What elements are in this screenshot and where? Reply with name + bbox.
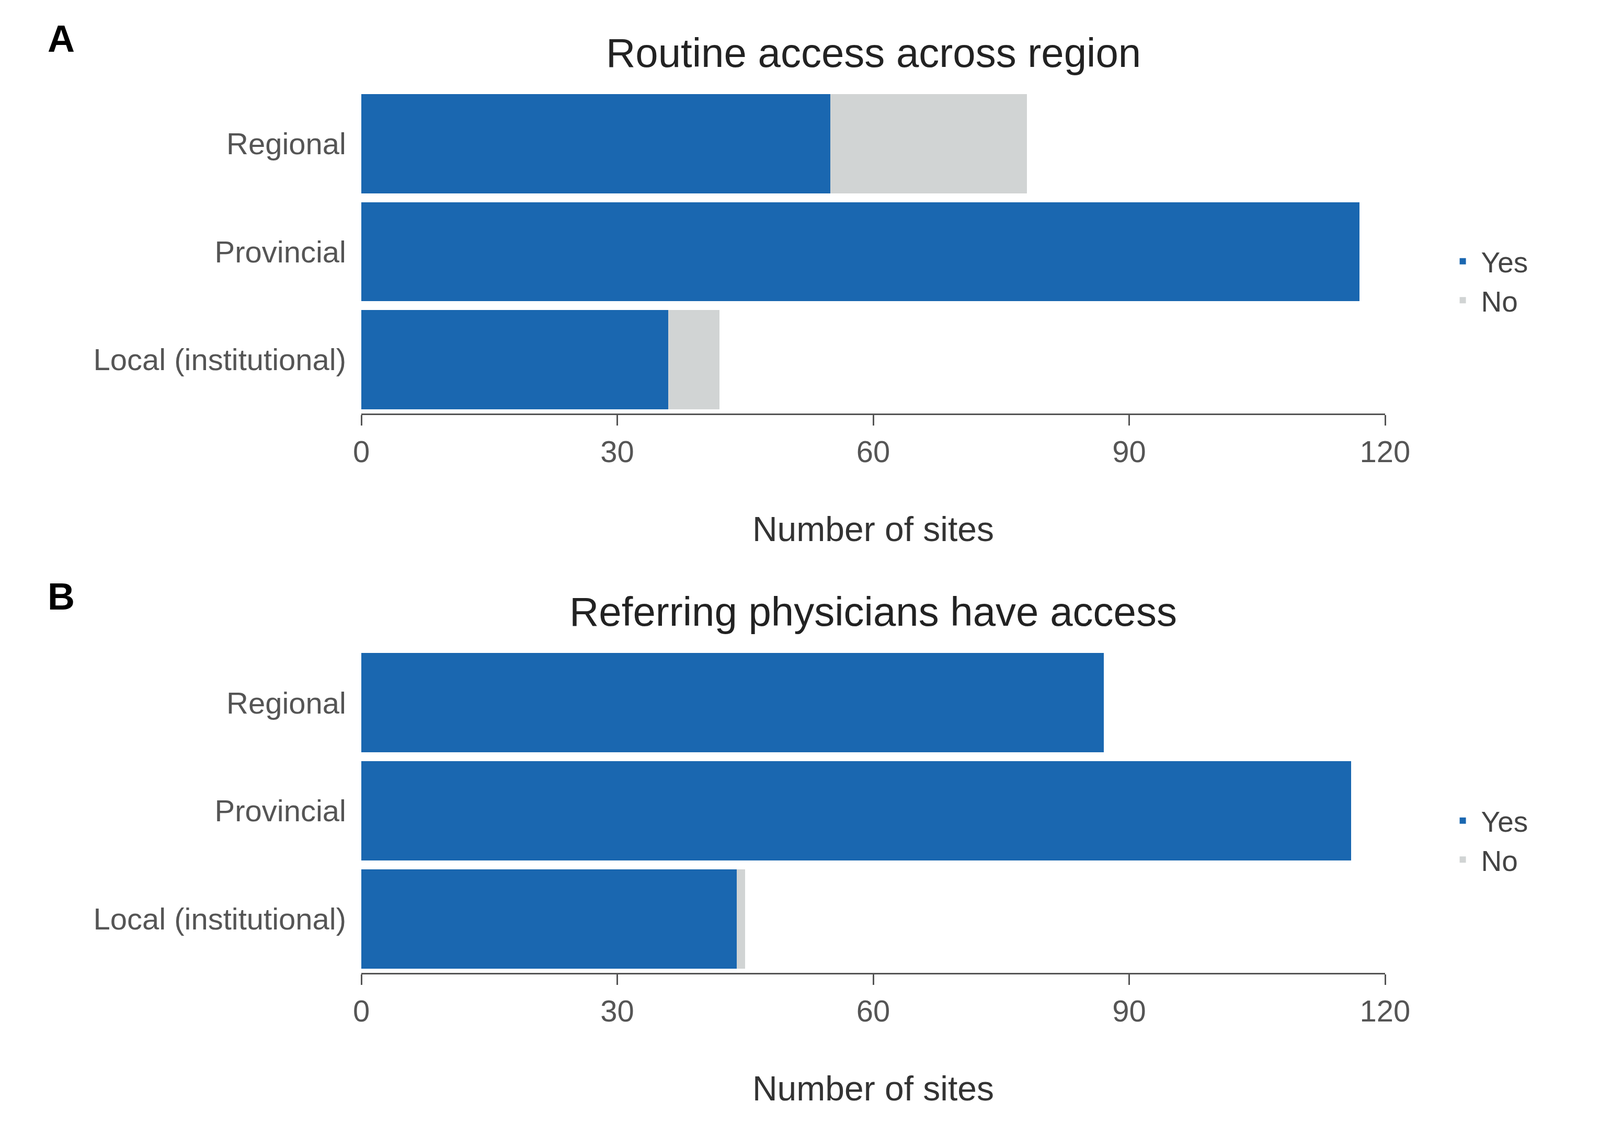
svg-text:Local (institutional): Local (institutional): [93, 342, 347, 377]
svg-text:Yes: Yes: [1481, 246, 1529, 279]
svg-text:Local (institutional): Local (institutional): [93, 901, 347, 936]
svg-text:120: 120: [1360, 993, 1411, 1028]
svg-text:Yes: Yes: [1481, 805, 1529, 839]
svg-text:A: A: [47, 17, 75, 60]
svg-text:60: 60: [856, 434, 891, 469]
svg-text:90: 90: [1112, 434, 1147, 469]
svg-text:Routine access across region: Routine access across region: [606, 29, 1141, 76]
svg-text:Regional: Regional: [226, 686, 347, 720]
svg-text:120: 120: [1360, 434, 1411, 469]
svg-text:30: 30: [600, 993, 635, 1028]
svg-text:90: 90: [1112, 993, 1147, 1028]
svg-text:Provincial: Provincial: [214, 793, 347, 828]
svg-text:0: 0: [352, 434, 370, 469]
svg-text:B: B: [47, 575, 75, 618]
svg-text:Number of sites: Number of sites: [752, 1069, 994, 1108]
svg-text:Provincial: Provincial: [214, 234, 347, 269]
svg-text:No: No: [1481, 285, 1518, 318]
svg-text:Referring physicians have acce: Referring physicians have access: [569, 588, 1177, 635]
svg-text:30: 30: [600, 434, 635, 469]
svg-text:Regional: Regional: [226, 126, 347, 161]
svg-text:60: 60: [856, 993, 891, 1028]
svg-text:Number of sites: Number of sites: [752, 509, 994, 549]
svg-text:0: 0: [352, 993, 370, 1028]
svg-text:No: No: [1481, 844, 1518, 878]
